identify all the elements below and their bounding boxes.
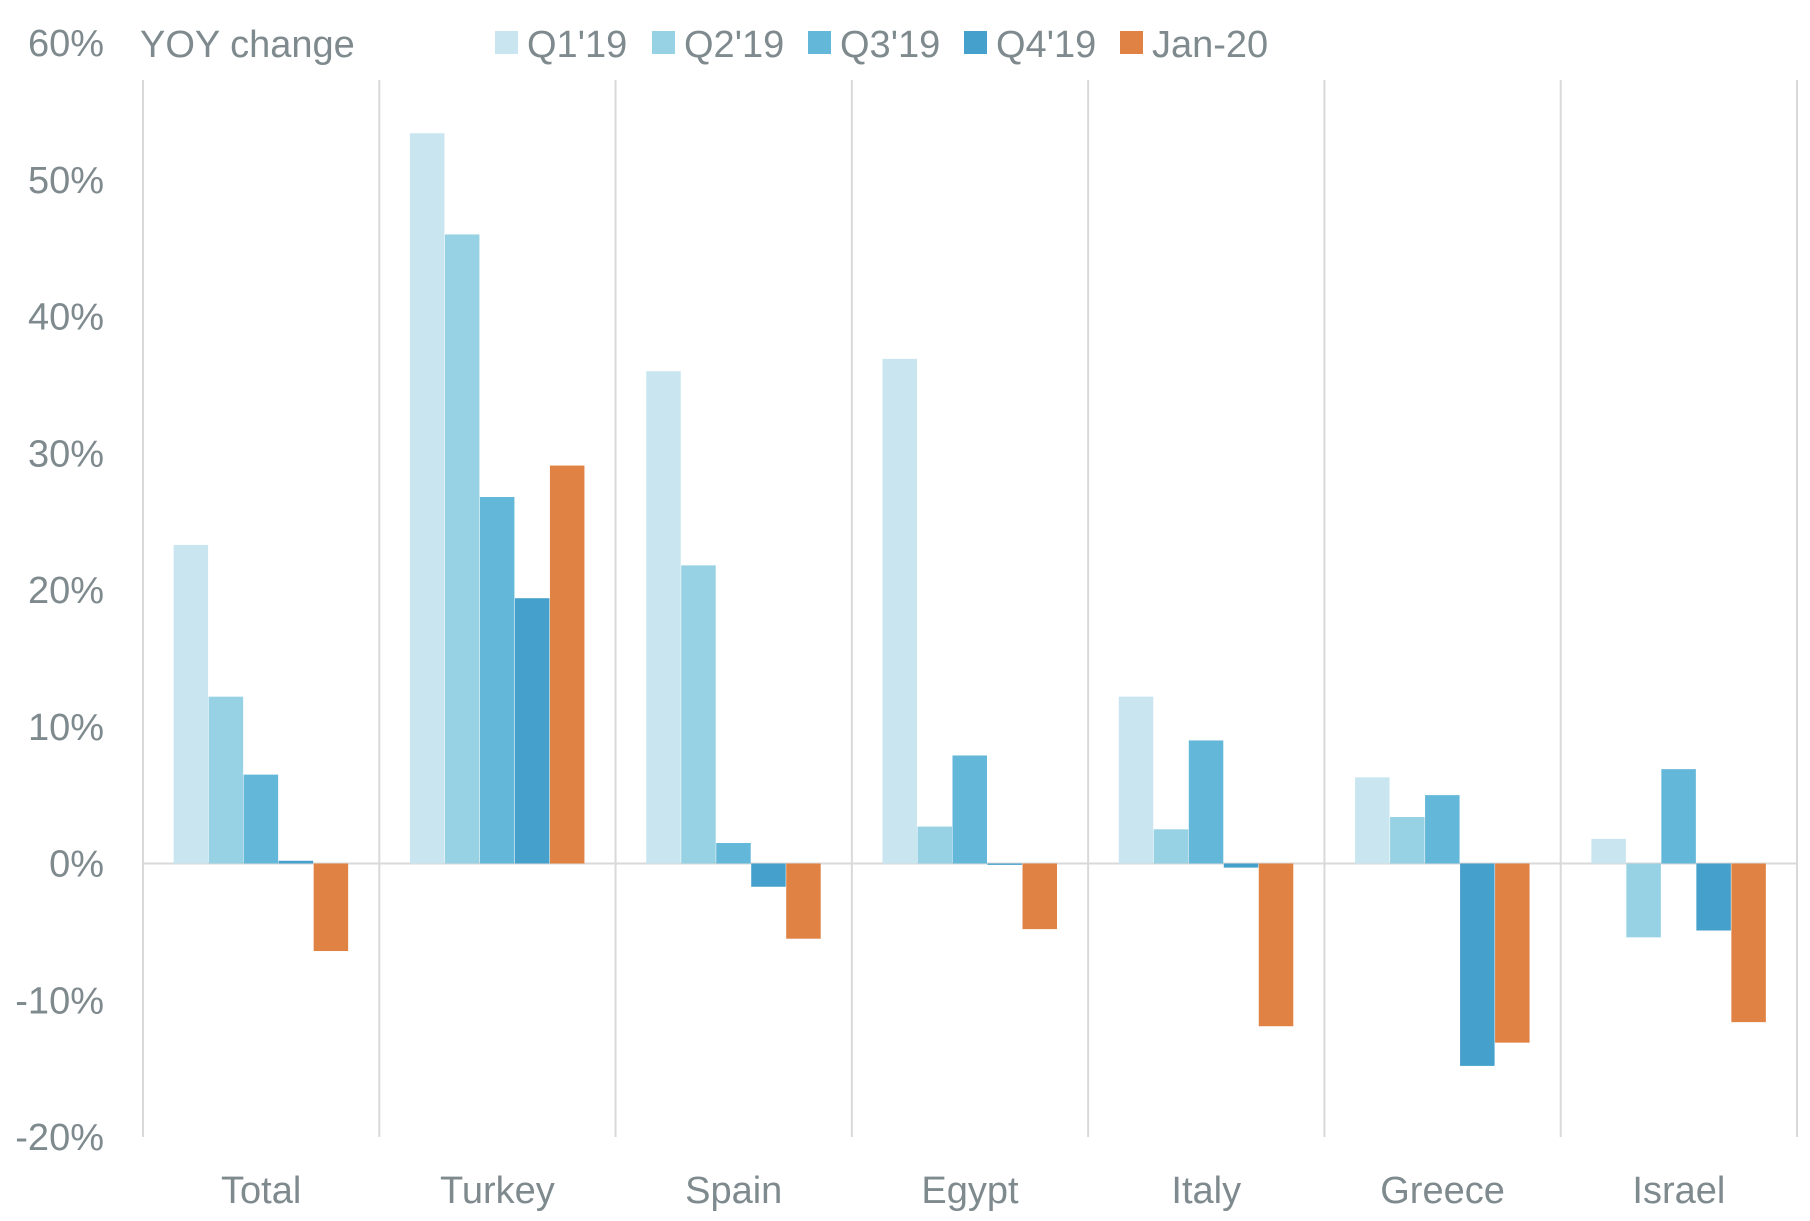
bar (716, 842, 751, 864)
legend-swatch (808, 31, 831, 54)
y-tick-label: 40% (28, 297, 104, 339)
bar (1355, 777, 1390, 864)
legend-label: Jan-20 (1152, 24, 1268, 66)
bar (1153, 829, 1189, 864)
bar (1591, 838, 1626, 864)
category-label: Greece (1380, 1170, 1505, 1212)
category-label: Total (221, 1170, 301, 1212)
y-tick-label: -20% (15, 1117, 104, 1159)
y-tick-label: 50% (28, 160, 104, 202)
y-tick-label: 20% (28, 570, 104, 612)
legend-swatch (495, 31, 518, 54)
bar (681, 565, 716, 864)
chart-title: YOY change (140, 24, 355, 66)
bar (444, 234, 480, 864)
bar (278, 860, 314, 864)
legend-swatch (1120, 31, 1143, 54)
bar (1022, 863, 1057, 930)
bar (1661, 769, 1696, 864)
axes: -20% -10% 0% 10% 20% 30% 40% 50% 60% Total Turkey S… (15, 23, 1725, 1212)
y-tick-label: 60% (28, 23, 104, 65)
bar (917, 826, 952, 864)
bar (1696, 863, 1731, 931)
bar (952, 755, 987, 864)
category-label: Egypt (921, 1170, 1019, 1212)
bar (549, 465, 585, 864)
bar (882, 358, 917, 864)
bar (1495, 863, 1530, 1043)
bar (479, 497, 515, 864)
bar (1188, 740, 1224, 864)
bar (514, 598, 550, 864)
bar (1460, 863, 1495, 1066)
y-tick-label: 10% (28, 707, 104, 749)
bars (173, 133, 1766, 1066)
gridlines (142, 80, 1798, 1137)
legend-label: Q4'19 (996, 24, 1096, 66)
bar (751, 863, 786, 887)
legend-swatch (964, 31, 987, 54)
bar (1425, 795, 1460, 864)
category-label: Israel (1632, 1170, 1725, 1212)
legend-label: Q3'19 (840, 24, 940, 66)
legend: YOY change Q1'19 Q2'19 Q3'19 Q4'19 Jan-20 (140, 24, 1268, 66)
category-label: Italy (1171, 1170, 1241, 1212)
legend-label: Q1'19 (527, 24, 627, 66)
category-label: Spain (685, 1170, 782, 1212)
bar (1118, 696, 1154, 864)
bar (409, 133, 445, 864)
bar (313, 863, 349, 952)
bar (1626, 863, 1661, 938)
legend-swatch (652, 31, 675, 54)
legend-label: Q2'19 (684, 24, 784, 66)
y-tick-label: -10% (15, 980, 104, 1022)
bar (987, 863, 1022, 865)
bar (1223, 863, 1259, 868)
bar (1731, 863, 1766, 1023)
category-label: Turkey (440, 1170, 555, 1212)
bar (173, 544, 209, 864)
bar (646, 371, 681, 864)
y-tick-label: 30% (28, 433, 104, 475)
bar (208, 696, 244, 864)
bar (1390, 817, 1425, 864)
y-tick-label: 0% (49, 844, 104, 886)
bar (786, 863, 821, 939)
bar (1258, 863, 1294, 1027)
bar (243, 774, 279, 864)
